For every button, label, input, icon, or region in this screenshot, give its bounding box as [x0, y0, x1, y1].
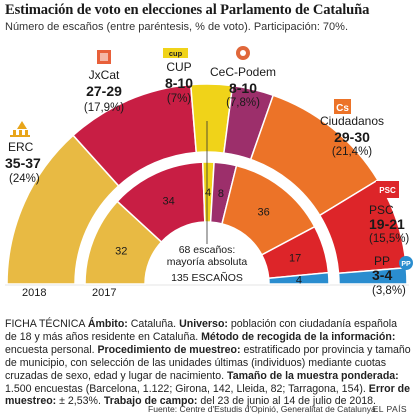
- party-pct-cec-podem: (7,8%): [226, 97, 260, 109]
- party-pct-erc: (24%): [9, 173, 40, 185]
- party-seats-cec-podem: 8-10: [229, 80, 257, 96]
- seat-label-2017-jxcat: 34: [162, 195, 174, 207]
- ring-label-2018: 2018: [22, 287, 46, 299]
- party-seats-jxcat: 27-29: [86, 83, 122, 99]
- party-seats-ciudadanos: 29-30: [334, 129, 370, 145]
- cup-logo-icon: cup: [163, 48, 188, 58]
- party-name-psc: PSC: [369, 203, 394, 217]
- page-subtitle: Número de escaños (entre paréntesis, % d…: [5, 21, 349, 33]
- party-pct-pp: (3,8%): [372, 285, 406, 297]
- svg-text:PP: PP: [401, 261, 411, 268]
- erc-logo-icon: [10, 121, 30, 137]
- party-name-cec-podem: CeC-Podem: [210, 65, 276, 79]
- center-label-majority: 68 escaños:: [179, 244, 236, 256]
- technical-sheet: FICHA TÉCNICA Ámbito: Cataluña. Universo…: [5, 318, 411, 408]
- seat-arc-2017-pp: [267, 271, 330, 285]
- party-seats-psc: 19-21: [369, 216, 405, 232]
- ring-label-2017: 2017: [92, 287, 116, 299]
- inner-ring-2017: [84, 161, 330, 285]
- party-name-jxcat: JxCat: [89, 68, 120, 82]
- brand-logo: EL PAÍS: [372, 404, 407, 414]
- party-pct-cup: (7%): [167, 93, 191, 105]
- center-label-majority-2: mayoría absoluta: [167, 256, 248, 268]
- center-label-total: 135 ESCAÑOS: [171, 271, 243, 284]
- seat-arc-2018-pp: [337, 266, 408, 285]
- svg-text:cup: cup: [169, 49, 183, 58]
- party-name-erc: ERC: [8, 140, 34, 154]
- seat-label-2017-erc: 32: [115, 246, 127, 258]
- party-seats-pp: 3-4: [372, 267, 392, 283]
- psc-logo-icon: PSC: [376, 181, 399, 198]
- seat-label-2017-cec-podem: 8: [218, 188, 224, 200]
- outer-ring-2018: [5, 83, 409, 286]
- page-title: Estimación de voto en elecciones al Parl…: [5, 2, 370, 18]
- jxcat-logo-icon: [97, 50, 111, 64]
- seat-label-2017-ciudadanos: 36: [257, 207, 269, 219]
- pp-logo-icon: PP: [399, 256, 413, 270]
- ciudadanos-logo-icon: Cs: [334, 99, 351, 114]
- seat-label-2017-psc: 17: [289, 253, 301, 265]
- party-name-cup: CUP: [166, 60, 191, 74]
- party-seats-erc: 35-37: [5, 155, 41, 171]
- center-disc: [146, 223, 268, 284]
- party-pct-jxcat: (17,9%): [84, 102, 124, 114]
- source-note: Fuente: Centre d'Estudis d'Opinió, Gener…: [148, 404, 379, 414]
- cec-podem-logo-icon: [236, 46, 250, 60]
- party-name-pp: PP: [374, 254, 390, 268]
- party-seats-cup: 8-10: [165, 75, 193, 91]
- party-name-ciudadanos: Ciudadanos: [320, 114, 384, 128]
- party-pct-psc: (15,5%): [369, 233, 409, 245]
- seat-label-2017-cup: 4: [205, 187, 211, 199]
- svg-text:Cs: Cs: [336, 103, 349, 114]
- party-pct-ciudadanos: (21,4%): [332, 146, 372, 158]
- seat-label-2017-pp: 4: [296, 275, 302, 287]
- svg-text:PSC: PSC: [379, 186, 396, 195]
